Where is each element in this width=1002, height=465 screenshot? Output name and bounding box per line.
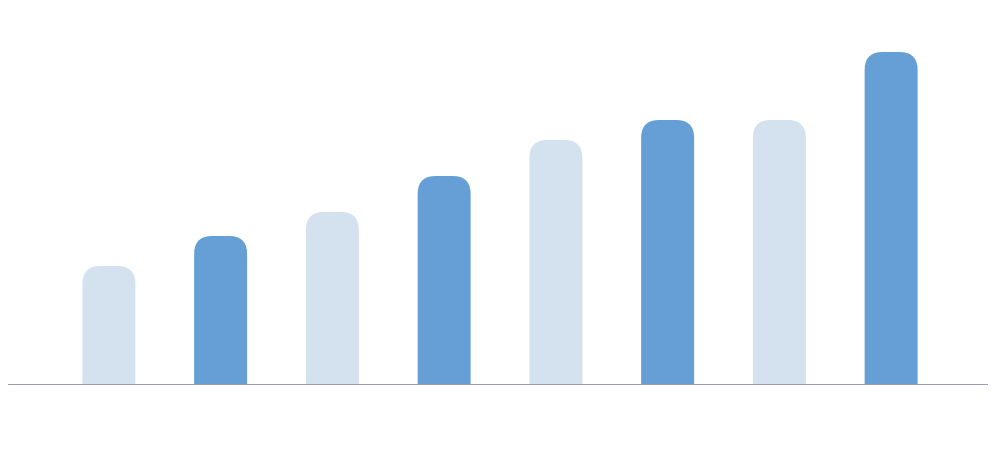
bar: [417, 176, 471, 384]
bar: [305, 212, 359, 384]
bar: [82, 266, 136, 384]
bar: [194, 236, 248, 384]
bar: [529, 140, 583, 384]
bar: [641, 120, 695, 384]
bar: [864, 52, 918, 384]
bar: [752, 120, 806, 384]
